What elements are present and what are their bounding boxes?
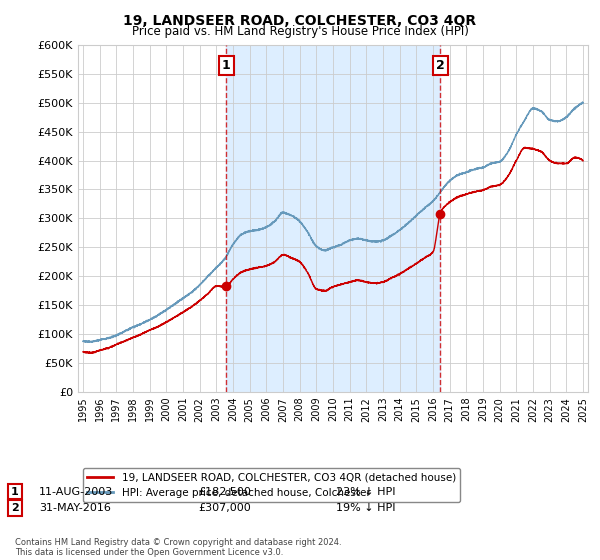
- Text: 1: 1: [11, 487, 19, 497]
- Text: £307,000: £307,000: [198, 503, 251, 513]
- Bar: [226, 45, 440, 392]
- Text: 19, LANDSEER ROAD, COLCHESTER, CO3 4QR: 19, LANDSEER ROAD, COLCHESTER, CO3 4QR: [124, 14, 476, 28]
- Legend: 19, LANDSEER ROAD, COLCHESTER, CO3 4QR (detached house), HPI: Average price, det: 19, LANDSEER ROAD, COLCHESTER, CO3 4QR (…: [83, 468, 460, 502]
- Text: £182,500: £182,500: [198, 487, 251, 497]
- Text: 11-AUG-2003: 11-AUG-2003: [39, 487, 113, 497]
- Text: 19% ↓ HPI: 19% ↓ HPI: [336, 503, 395, 513]
- Text: 31-MAY-2016: 31-MAY-2016: [39, 503, 111, 513]
- Text: Price paid vs. HM Land Registry's House Price Index (HPI): Price paid vs. HM Land Registry's House …: [131, 25, 469, 38]
- Text: Contains HM Land Registry data © Crown copyright and database right 2024.
This d: Contains HM Land Registry data © Crown c…: [15, 538, 341, 557]
- Text: 2: 2: [436, 59, 445, 72]
- Text: 1: 1: [222, 59, 231, 72]
- Text: 2: 2: [11, 503, 19, 513]
- Text: 23% ↓ HPI: 23% ↓ HPI: [336, 487, 395, 497]
